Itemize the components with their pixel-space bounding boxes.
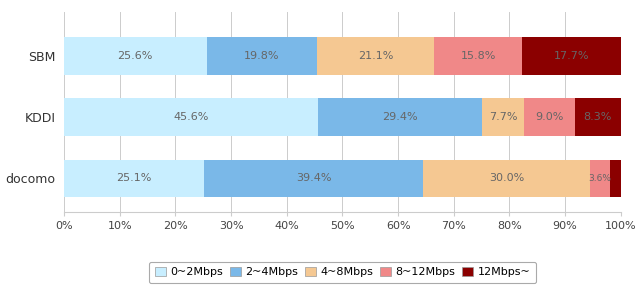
Bar — [207, 37, 317, 75]
Text: 25.1%: 25.1% — [116, 173, 152, 183]
Bar — [575, 98, 621, 136]
Bar — [64, 159, 204, 198]
Text: 45.6%: 45.6% — [173, 112, 209, 122]
Legend: 0~2Mbps, 2~4Mbps, 4~8Mbps, 8~12Mbps, 12Mbps~: 0~2Mbps, 2~4Mbps, 4~8Mbps, 8~12Mbps, 12M… — [149, 262, 536, 283]
Bar — [590, 159, 610, 198]
Bar — [522, 37, 621, 75]
Text: 21.1%: 21.1% — [358, 51, 393, 61]
Text: 15.8%: 15.8% — [461, 51, 496, 61]
Text: 29.4%: 29.4% — [382, 112, 417, 122]
Bar — [318, 98, 482, 136]
Bar — [481, 98, 524, 136]
Bar — [64, 37, 207, 75]
Text: 30.0%: 30.0% — [489, 173, 524, 183]
Bar — [317, 37, 435, 75]
Bar — [423, 159, 590, 198]
Text: 7.7%: 7.7% — [489, 112, 517, 122]
Text: 17.7%: 17.7% — [554, 51, 589, 61]
Bar — [64, 98, 318, 136]
Bar — [204, 159, 423, 198]
Text: 8.3%: 8.3% — [584, 112, 612, 122]
Bar — [435, 37, 522, 75]
Text: 19.8%: 19.8% — [244, 51, 280, 61]
Bar — [610, 159, 621, 198]
Text: 3.6%: 3.6% — [589, 174, 612, 183]
Bar — [524, 98, 575, 136]
Text: 9.0%: 9.0% — [535, 112, 564, 122]
Text: 39.4%: 39.4% — [296, 173, 331, 183]
Text: 25.6%: 25.6% — [118, 51, 153, 61]
